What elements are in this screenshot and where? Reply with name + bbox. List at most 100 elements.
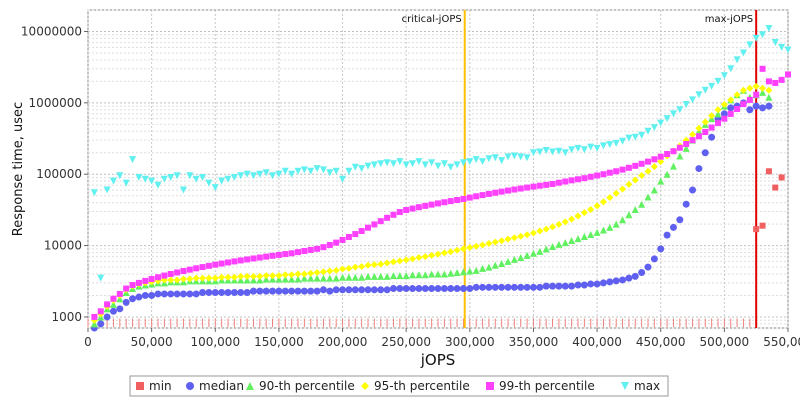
data-point (612, 220, 620, 228)
data-point (555, 147, 563, 155)
data-point (561, 239, 569, 247)
data-point (644, 167, 652, 175)
data-point (587, 206, 595, 214)
data-point (740, 101, 747, 108)
data-point (542, 245, 550, 253)
data-point (670, 148, 677, 155)
data-point (599, 279, 607, 287)
data-point (587, 280, 595, 288)
data-point (186, 290, 194, 298)
data-point (205, 179, 213, 187)
data-point (237, 276, 245, 284)
data-point (415, 271, 423, 279)
data-point (243, 170, 251, 178)
data-point (281, 275, 289, 283)
data-point (434, 285, 442, 293)
data-point (256, 287, 264, 295)
x-tick-label: 0 (84, 335, 92, 349)
data-point (364, 162, 372, 170)
data-point (625, 211, 633, 219)
data-point (167, 290, 175, 298)
data-point (237, 172, 245, 180)
data-point (453, 268, 461, 276)
data-point (523, 231, 531, 239)
data-point (619, 216, 627, 224)
data-point (657, 119, 665, 127)
data-point (536, 247, 544, 255)
data-point (529, 249, 537, 257)
data-point (746, 106, 754, 114)
data-point (466, 158, 474, 166)
data-point (733, 91, 741, 99)
data-point (599, 142, 607, 150)
legend-label: 99-th percentile (499, 379, 595, 393)
data-point (402, 272, 410, 280)
data-point (663, 170, 671, 178)
data-point (720, 72, 728, 80)
data-point (530, 183, 537, 190)
x-tick-label: 50,000 (131, 335, 173, 349)
data-point (186, 266, 193, 273)
data-point (332, 167, 340, 175)
data-point (294, 270, 302, 278)
data-point (638, 268, 646, 276)
data-point (529, 283, 537, 291)
x-tick-label: 150,000 (254, 335, 304, 349)
axis-labels: 0 50,000 100,000 150,000 200,000 250,000 300,0… (21, 24, 800, 349)
data-point (409, 271, 417, 279)
data-point (606, 169, 613, 176)
data-point (90, 189, 98, 197)
data-point (415, 204, 422, 211)
data-point (307, 167, 315, 175)
data-point (389, 160, 397, 168)
data-point (116, 290, 123, 297)
data-point (727, 104, 735, 112)
data-point (116, 305, 124, 313)
data-point (396, 272, 404, 280)
data-point (307, 246, 314, 253)
data-point (765, 93, 773, 101)
data-point (428, 201, 435, 208)
data-point (593, 144, 601, 152)
data-point (491, 238, 499, 246)
data-point (631, 206, 639, 214)
data-point (225, 259, 231, 266)
data-point (440, 285, 448, 293)
data-point (256, 272, 264, 280)
data-point (529, 149, 537, 157)
data-point (319, 268, 327, 276)
data-point (389, 272, 397, 280)
data-point (167, 270, 174, 277)
data-point (587, 173, 594, 180)
data-point (549, 243, 557, 251)
data-point (600, 171, 607, 178)
data-point (574, 144, 582, 152)
data-point (644, 263, 652, 271)
data-point (778, 174, 785, 181)
data-point (415, 254, 423, 262)
data-point (695, 165, 703, 173)
data-point (390, 211, 397, 218)
data-point (676, 144, 683, 151)
data-point (415, 285, 423, 293)
data-point (263, 253, 270, 260)
data-point (205, 262, 212, 269)
data-point (683, 141, 690, 148)
data-point (644, 127, 652, 135)
data-point (300, 166, 308, 174)
data-point (765, 168, 772, 175)
data-point (529, 229, 537, 237)
data-point (746, 96, 753, 103)
data-point (498, 157, 506, 165)
data-point (555, 282, 563, 290)
data-point (275, 287, 283, 295)
data-point (555, 179, 562, 186)
data-point (580, 233, 588, 241)
data-point (370, 161, 378, 169)
data-point (638, 200, 646, 208)
data-point (244, 256, 251, 263)
legend-label: 95-th percentile (374, 379, 470, 393)
legend-label: median (199, 379, 244, 393)
data-point (135, 173, 143, 181)
data-point (237, 257, 244, 264)
